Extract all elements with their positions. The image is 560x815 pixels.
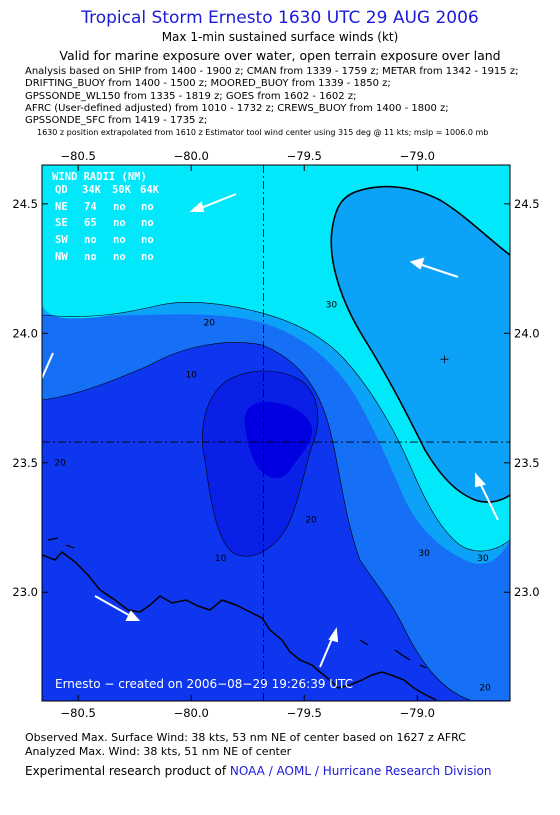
chart-title: Tropical Storm Ernesto 1630 UTC 29 AUG 2… (81, 8, 479, 28)
wind-band-40-plus (42, 165, 510, 552)
wind-radii-title: WIND RADII (NM) (52, 171, 147, 183)
wr-nw-34: no (84, 251, 97, 263)
x-tick-label-top: −80.5 (61, 149, 96, 163)
storm-center-crosshair (42, 165, 510, 701)
analysis-line: DRIFTING_BUOY from 1400 - 1500 z; MOORED… (25, 78, 391, 90)
contour-line-20 (42, 342, 471, 701)
y-tick-label-right: 24.0 (514, 326, 540, 340)
x-tick-label-bottom: −79.5 (287, 706, 322, 720)
x-tick-label-bottom: −80.5 (61, 706, 96, 720)
contour-label: 30 (477, 554, 489, 564)
wind-field (42, 165, 510, 701)
validity-note: Valid for marine exposure over water, op… (59, 48, 501, 63)
max-wind-marker (440, 355, 449, 364)
observed-max-wind: Observed Max. Surface Wind: 38 kts, 53 n… (25, 731, 466, 744)
coastline (42, 550, 437, 701)
contour-line-20b (42, 301, 251, 317)
wr-sw-label: SW (55, 234, 68, 246)
contour-label: 30 (326, 300, 338, 310)
wr-ne-64: no (141, 201, 154, 213)
contour-line-10 (202, 370, 319, 557)
x-tick-label-bottom: −80.0 (174, 706, 209, 720)
y-tick-label-left: 24.5 (12, 197, 38, 211)
wr-sw-64: no (141, 234, 154, 246)
analysis-sources: Analysis based on SHIP from 1400 - 1900 … (25, 66, 555, 140)
contour-label: 30 (418, 549, 430, 559)
x-tick-label-top: −79.5 (287, 149, 322, 163)
wr-se-label: SE (55, 217, 68, 229)
contour-label: 20 (305, 515, 317, 525)
y-tick-label-right: 23.5 (514, 456, 540, 470)
attribution: Experimental research product of NOAA / … (25, 764, 491, 778)
contour-label: 20 (479, 684, 491, 694)
wr-ne-label: NE (55, 201, 68, 213)
wr-nw-label: NW (55, 251, 68, 263)
analysis-note: 1630 z position extrapolated from 1610 z… (37, 128, 489, 138)
y-tick-label-right: 23.0 (514, 585, 540, 599)
wr-header-64: 64K (140, 184, 160, 196)
y-tick-label-left: 24.0 (12, 326, 38, 340)
coastline-islands (47, 537, 427, 669)
analysis-line: GPSSONDE_SFC from 1419 - 1735 z; (25, 115, 208, 127)
wr-se-50: no (113, 217, 126, 229)
contour-label: 20 (54, 458, 66, 468)
contour-line-30 (249, 309, 510, 552)
x-tick-label-bottom: −79.0 (400, 706, 435, 720)
analysis-line: Analysis based on SHIP from 1400 - 1900 … (25, 66, 519, 77)
x-tick-label-top: −80.0 (174, 149, 209, 163)
attribution-prefix: Experimental research product of (25, 764, 230, 778)
wr-header-34: 34K (82, 184, 102, 196)
wr-sw-34: no (84, 234, 97, 246)
y-tick-label-right: 24.5 (514, 197, 540, 211)
hrd-link[interactable]: NOAA / AOML / Hurricane Research Divisio… (229, 764, 492, 778)
axis-ticks: −80.5 −80.5 −80.0 −80.0 −79.5 −79.5 −79.0 −79.0… (12, 149, 539, 720)
wr-header-qd: QD (55, 184, 68, 196)
analysis-line: GPSSONDE_WL150 from 1335 - 1819 z; GOES … (25, 90, 357, 102)
wr-ne-34: 74 (84, 201, 97, 213)
contour-label: 10 (185, 370, 197, 380)
y-tick-label-left: 23.0 (12, 585, 38, 599)
wr-nw-50: no (113, 251, 126, 263)
chart-subtitle: Max 1-min sustained surface winds (kt) (161, 30, 399, 44)
wr-header-50: 50K (112, 184, 132, 196)
wr-se-64: no (141, 217, 154, 229)
wind-radii-table: WIND RADII (NM) QD 34K 50K 64K NE 74 no … (52, 171, 160, 263)
creation-credit: Ernesto − created on 2006−08−29 19:26:39… (55, 677, 353, 691)
x-tick-label-top: −79.0 (400, 149, 435, 163)
contour-label: 10 (215, 554, 227, 564)
plot-frame (41, 164, 511, 702)
wr-sw-50: no (113, 234, 126, 246)
wind-vectors (42, 193, 499, 668)
contour-labels: 10 10 20 20 20 20 30 30 30 (54, 300, 491, 693)
contour-label: 20 (204, 319, 216, 329)
analysis-line: AFRC (User-defined adjusted) from 1010 -… (25, 102, 449, 114)
wr-nw-64: no (141, 251, 154, 263)
wind-band-core (244, 401, 313, 479)
wr-se-34: 65 (84, 217, 97, 229)
y-tick-label-left: 23.5 (12, 456, 38, 470)
analyzed-max-wind: Analyzed Max. Wind: 38 kts, 51 nm NE of … (25, 745, 292, 758)
contour-line-40 (330, 185, 510, 503)
wr-ne-50: no (113, 201, 126, 213)
